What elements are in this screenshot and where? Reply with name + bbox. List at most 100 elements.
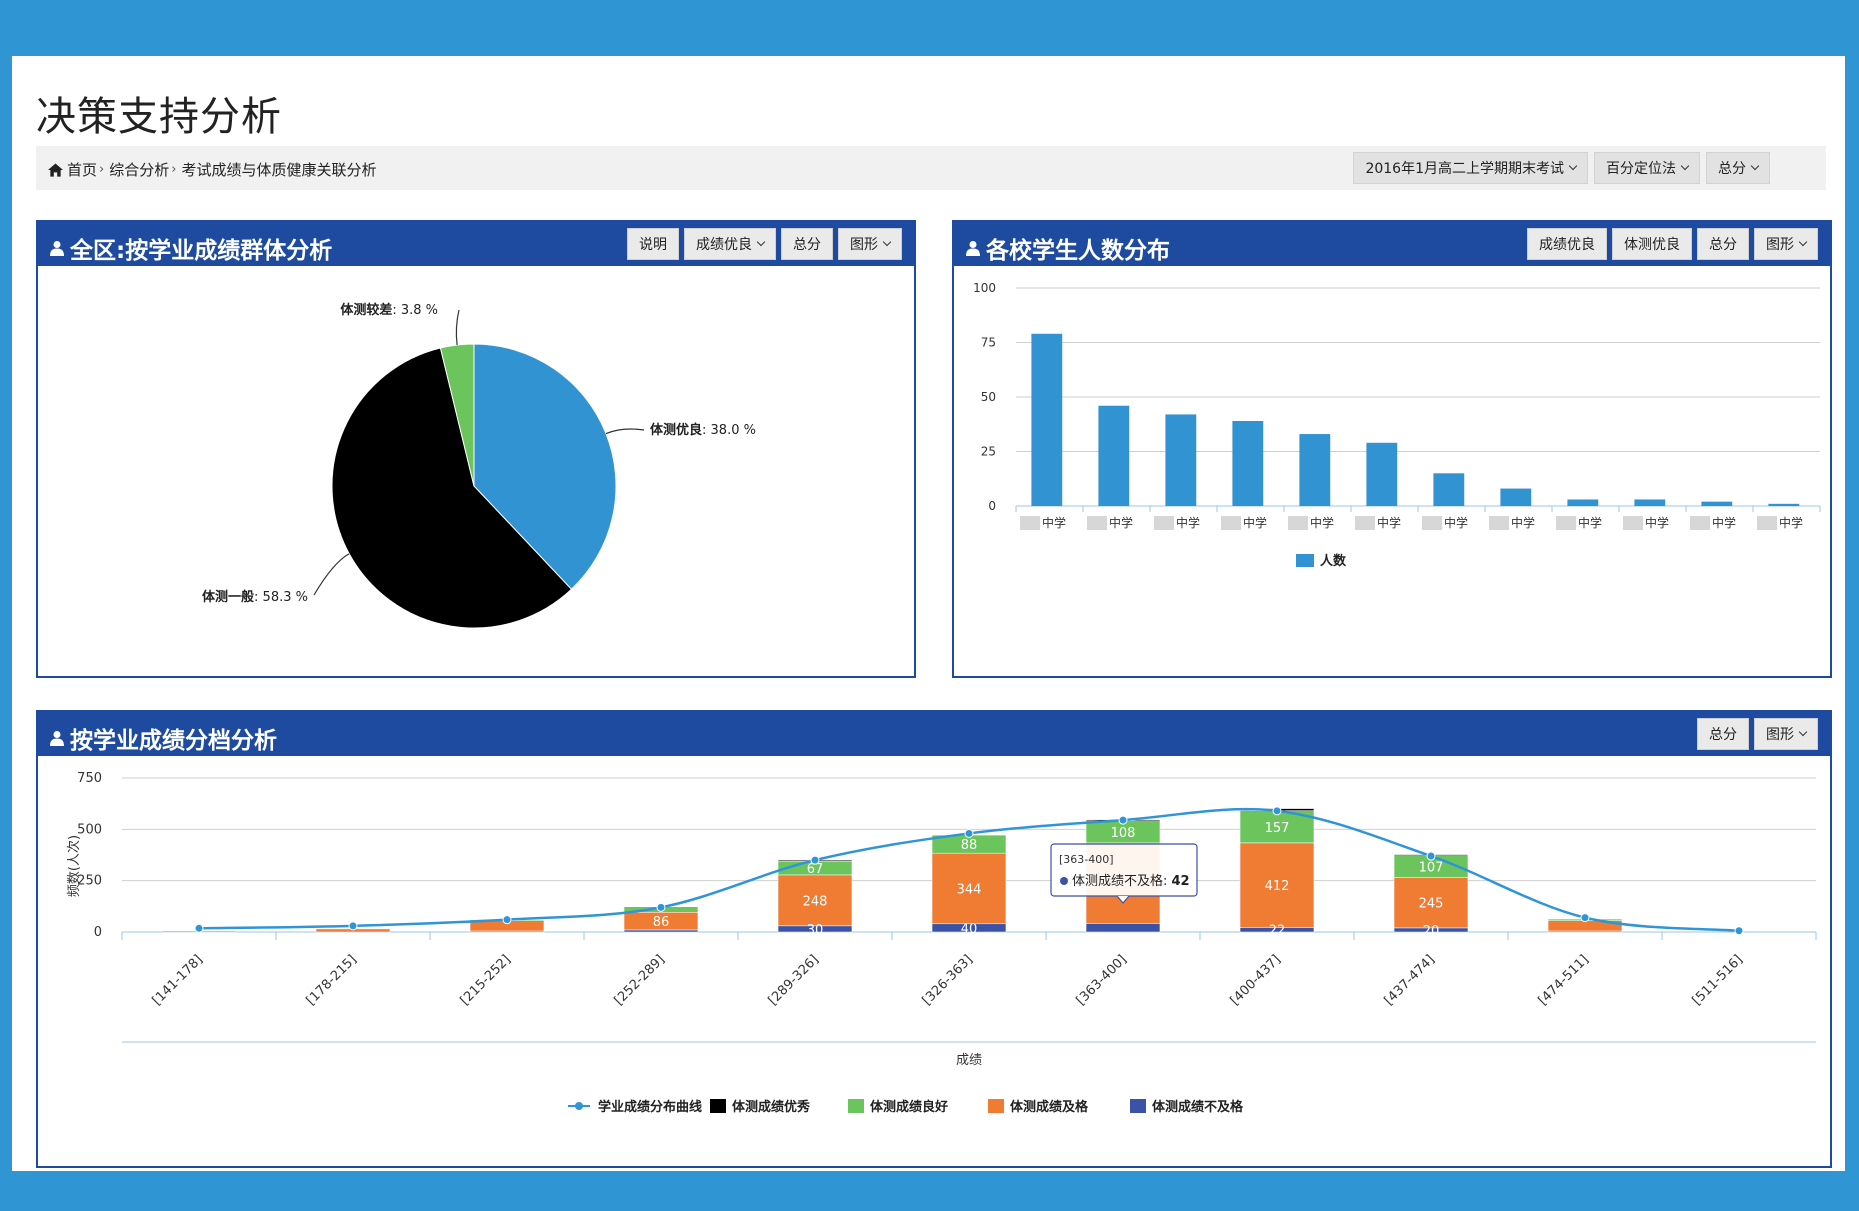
legend-swatch [848,1099,864,1113]
pie-label-connector [605,428,645,435]
y-tick-label: 75 [981,336,996,350]
grade-band-chart: 0 250 500 750 频数(人次) 成绩 [141-178] [178-215] [215… [66,771,1817,1115]
bar-data-label: 248 [803,894,828,909]
x-tick-label: 中学 [1243,515,1267,530]
stacked-bar-segment [623,929,699,933]
y-tick-label: 0 [988,499,996,513]
user-icon [966,241,980,256]
exam-select-value: 2016年1月高二上学期期末考试 [1365,161,1564,177]
y-tick-label: 100 [973,281,996,295]
legend-item: 体测成绩良好 [848,1099,948,1115]
breadcrumb-separator: › [171,162,177,177]
y-tick-label: 25 [981,445,996,459]
blurred-school-name [1154,516,1174,530]
breadcrumb-home[interactable]: 首页 [67,161,98,179]
curve-point [348,921,358,931]
legend-label: 体测成绩不及格 [1152,1099,1244,1115]
legend-label: 人数 [1320,553,1347,569]
total-score-button[interactable]: 总分 [1697,718,1749,750]
bar-data-label: 67 [807,862,824,877]
bar-data-label: 108 [1111,826,1136,841]
bar [1567,499,1599,506]
exam-select[interactable]: 2016年1月高二上学期期末考试 [1353,152,1588,184]
chart-type-dropdown[interactable]: 图形 [838,228,902,260]
x-tick-label: 中学 [1310,515,1334,530]
bar-data-label: 30 [807,923,824,938]
curve-point [1118,815,1128,825]
bar [1500,488,1532,506]
breadcrumb-separator: › [99,162,105,177]
pie-label-name: 体测一般 [202,589,254,605]
button-label: 体测优良 [1624,237,1680,253]
tooltip-text: 体测成绩不及格: 42 [1072,873,1190,889]
page-title: 决策支持分析 [36,94,282,140]
fitness-good-button[interactable]: 体测优良 [1612,228,1692,260]
bar [1634,499,1666,506]
grade-filter-dropdown[interactable]: 成绩优良 [684,228,776,260]
panel-toolbar: 成绩优良 体测优良 总分 图形 [1527,228,1818,260]
pie-panel: 全区:按学业成绩群体分析 说明 成绩优良 总分 图形 体测优良: 38.0 % 体… [36,220,916,678]
button-label: 说明 [639,237,667,253]
button-label: 总分 [1709,727,1737,743]
panel-header: 按学业成绩分档分析 总分 图形 [38,712,1830,756]
legend-swatch [1130,1099,1146,1113]
panel-title-text: 按学业成绩分档分析 [70,728,277,754]
method-select[interactable]: 百分定位法 [1594,152,1700,184]
breadcrumb-comprehensive[interactable]: 综合分析 [109,161,170,179]
x-tick-label: 中学 [1511,515,1535,530]
tooltip-series-marker [1060,877,1068,885]
x-tick-label: 中学 [1645,515,1669,530]
legend-swatch [988,1099,1004,1113]
curve-point [1580,913,1590,923]
bottom-frame-bar [0,1171,1859,1211]
legend-swatch [710,1099,726,1113]
curve-point [1734,926,1744,936]
chevron-down-icon [1798,237,1808,247]
legend-label: 学业成绩分布曲线 [598,1099,702,1115]
legend-label: 体测成绩及格 [1010,1099,1089,1115]
pie-label-value: : 3.8 % [392,303,438,318]
stacked-bar-segment [1085,923,1161,933]
curve-point [1272,806,1282,816]
x-tick-label: 中学 [1779,515,1803,530]
stacked-bar-segment [777,874,853,927]
button-label: 图形 [1766,237,1794,253]
explain-button[interactable]: 说明 [627,228,679,260]
y-axis-title: 频数(人次) [66,835,82,897]
blurred-school-name [1288,516,1308,530]
bar-data-label: 107 [1419,861,1444,876]
grade-good-button[interactable]: 成绩优良 [1527,228,1607,260]
pie-label-value: : 38.0 % [702,423,756,438]
filter-toolbar: 2016年1月高二上学期期末考试 百分定位法 总分 [1353,152,1770,184]
curve-point [1426,851,1436,861]
total-score-button[interactable]: 总分 [781,228,833,260]
pie-label-connector [455,309,460,346]
legend-item: 体测成绩及格 [988,1099,1089,1115]
x-tick-label: 中学 [1377,515,1401,530]
bar-data-label: 40 [961,922,978,937]
button-label: 图形 [850,237,878,253]
user-icon [50,241,64,256]
chevron-down-icon [882,237,892,247]
chart-type-dropdown[interactable]: 图形 [1754,228,1818,260]
pie-label-value: : 58.3 % [254,590,308,605]
chart-type-dropdown[interactable]: 图形 [1754,718,1818,750]
x-tick-label: [437-474] [1382,952,1438,1008]
curve-point [656,902,666,912]
bar [1232,420,1264,506]
bar-data-label: 157 [1265,821,1290,836]
panel-toolbar: 说明 成绩优良 总分 图形 [627,228,902,260]
home-icon[interactable] [48,162,63,177]
panel-header: 全区:按学业成绩群体分析 说明 成绩优良 总分 图形 [38,222,914,266]
total-score-button[interactable]: 总分 [1697,228,1749,260]
top-frame-bar [0,0,1859,56]
score-select[interactable]: 总分 [1706,152,1770,184]
breadcrumb: 首页 › 综合分析 › 考试成绩与体质健康关联分析 [48,159,376,180]
pie-chart: 体测优良: 38.0 % 体测一般: 58.3 % 体测较差: 3.8 % [202,302,756,629]
bar [1098,405,1130,506]
pie-slice [439,343,475,487]
stacked-bar-segment [1239,842,1315,928]
method-select-value: 百分定位法 [1606,161,1676,177]
button-label: 图形 [1766,727,1794,743]
chevron-down-icon [1568,161,1578,171]
